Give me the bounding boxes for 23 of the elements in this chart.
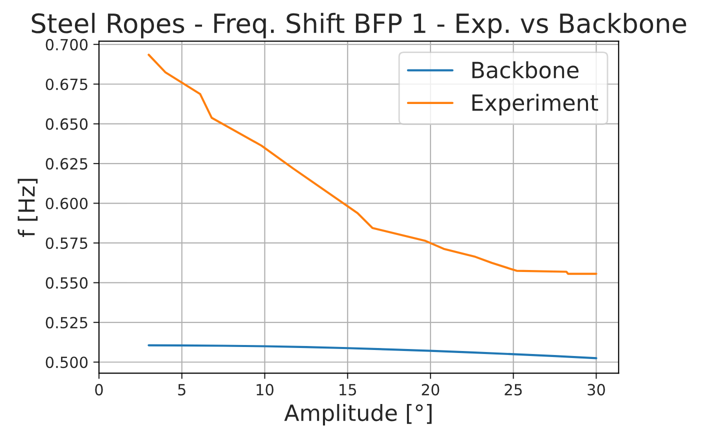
y-tick-label: 0.525 bbox=[46, 316, 88, 328]
x-tick-label: 15 bbox=[340, 384, 356, 396]
line-series bbox=[148, 344, 598, 360]
x-axis-title: Amplitude [°] bbox=[284, 404, 432, 426]
x-tick-label: 25 bbox=[504, 384, 522, 396]
y-axis-title: f [Hz] bbox=[18, 178, 38, 238]
x-tick-label: 10 bbox=[256, 384, 274, 396]
y-tick-label: 0.650 bbox=[46, 118, 88, 130]
chart-title: Steel Ropes - Freq. Shift BFP 1 - Exp. vs Backbone bbox=[32, 12, 686, 38]
x-tick-label: 20 bbox=[422, 384, 440, 396]
y-tick-label: 0.700 bbox=[46, 38, 88, 50]
line-series bbox=[148, 54, 598, 275]
y-tick-label: 0.500 bbox=[46, 356, 88, 368]
y-tick-label: 0.600 bbox=[46, 198, 88, 210]
y-tick-label: 0.675 bbox=[46, 78, 88, 90]
y-tick-label: 0.625 bbox=[46, 158, 88, 170]
y-tick-label: 0.550 bbox=[46, 277, 88, 289]
x-tick-label: 0 bbox=[95, 384, 103, 396]
x-tick-label: 5 bbox=[178, 384, 186, 396]
legend-label: Experiment bbox=[472, 94, 598, 116]
y-tick-label: 0.575 bbox=[46, 237, 88, 249]
x-tick-label: 30 bbox=[588, 384, 605, 396]
legend-label: Backbone bbox=[472, 61, 578, 78]
